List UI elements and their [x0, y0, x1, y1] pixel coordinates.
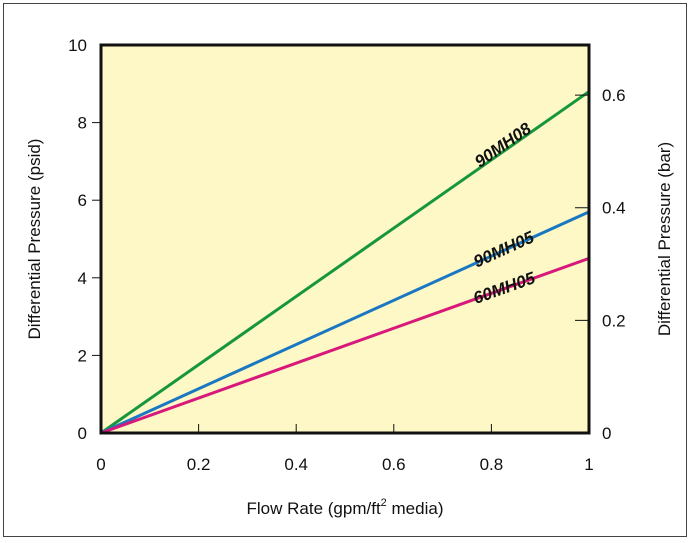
y-right-tick-label: 0: [602, 424, 611, 443]
x-tick-label: 0.4: [284, 455, 308, 474]
series-line-90mh08: [100, 90, 590, 435]
y-tick-label: 6: [78, 191, 87, 210]
y-axis-title-right: Differential Pressure (bar): [655, 142, 674, 336]
y-right-tick-label: 0.4: [602, 199, 626, 218]
y-right-tick-label: 0.6: [602, 86, 626, 105]
x-axis-title: Flow Rate (gpm/ft2 media): [247, 497, 444, 518]
series-layer: [100, 90, 590, 435]
chart-frame: 0 0.2 0.4 0.6 0.8 1 0 2 4 6 8 10 0 0.2 0.4 0.6 90MH08 90…: [3, 3, 687, 537]
y-axis-title-left: Differential Pressure (psid): [25, 139, 44, 340]
x-tick-label: 0.6: [382, 455, 406, 474]
x-tick-label: 0: [96, 455, 105, 474]
plot-border: [99, 43, 591, 435]
y-tick-label: 4: [78, 269, 87, 288]
x-axis-title-main: Flow Rate (gpm/ft: [247, 499, 381, 518]
y-tick-label: 8: [78, 114, 87, 133]
x-tick-label: 0.2: [187, 455, 211, 474]
x-tick-label: 1: [584, 455, 593, 474]
y-right-tick-label: 0.2: [602, 311, 626, 330]
y-tick-label: 10: [68, 36, 87, 55]
plot-background: [101, 45, 589, 433]
y-tick-label: 2: [78, 346, 87, 365]
x-axis-title-tail: media): [387, 499, 444, 518]
series-line-90mh05: [100, 210, 590, 435]
series-line-60mh05: [100, 256, 590, 435]
y-tick-label: 0: [78, 424, 87, 443]
x-axis-title-superscript: 2: [381, 497, 387, 509]
x-tick-label: 0.8: [480, 455, 504, 474]
